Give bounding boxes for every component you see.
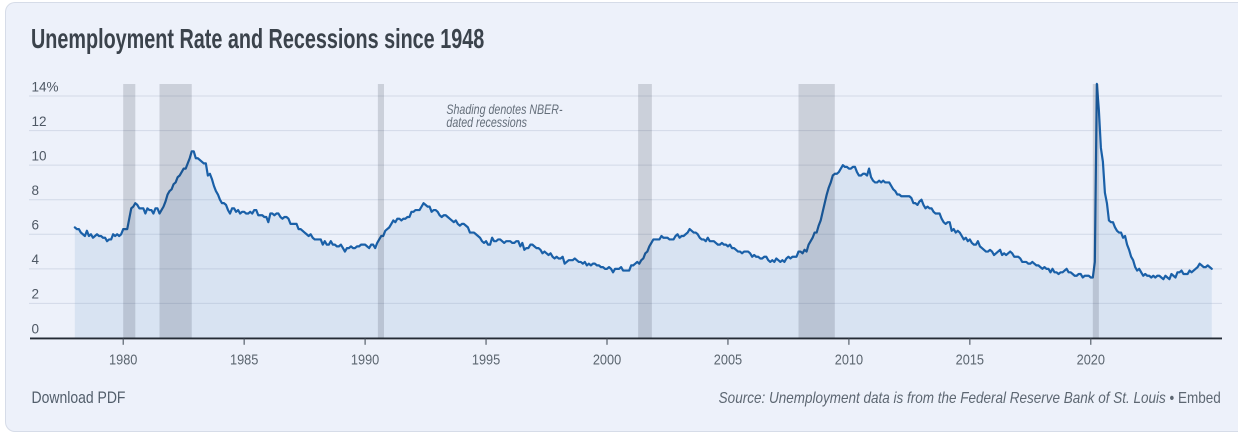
svg-text:Unemployment Rate and Recessio: Unemployment Rate and Recessions since 1… xyxy=(31,24,484,55)
svg-text:dated recessions: dated recessions xyxy=(446,115,527,131)
svg-text:2005: 2005 xyxy=(714,350,743,367)
svg-text:10: 10 xyxy=(32,148,47,163)
svg-text:1985: 1985 xyxy=(230,350,259,367)
svg-text:0: 0 xyxy=(32,321,40,336)
svg-text:4: 4 xyxy=(32,252,40,267)
svg-text:2: 2 xyxy=(32,287,40,302)
svg-text:2010: 2010 xyxy=(835,350,864,367)
svg-text:1995: 1995 xyxy=(472,350,501,367)
svg-text:Shading denotes NBER-: Shading denotes NBER- xyxy=(446,102,562,118)
svg-text:8: 8 xyxy=(32,183,40,198)
svg-text:2015: 2015 xyxy=(956,350,985,367)
svg-text:2000: 2000 xyxy=(593,350,622,367)
svg-text:14%: 14% xyxy=(32,79,59,94)
svg-text:Download PDF: Download PDF xyxy=(32,389,126,408)
svg-text:1980: 1980 xyxy=(109,350,138,367)
svg-text:6: 6 xyxy=(32,218,40,233)
svg-text:2020: 2020 xyxy=(1077,350,1106,367)
svg-text:1990: 1990 xyxy=(351,350,380,367)
svg-text:12: 12 xyxy=(32,114,47,129)
svg-text:Source: Unemployment data is f: Source: Unemployment data is from the Fe… xyxy=(719,390,1221,407)
